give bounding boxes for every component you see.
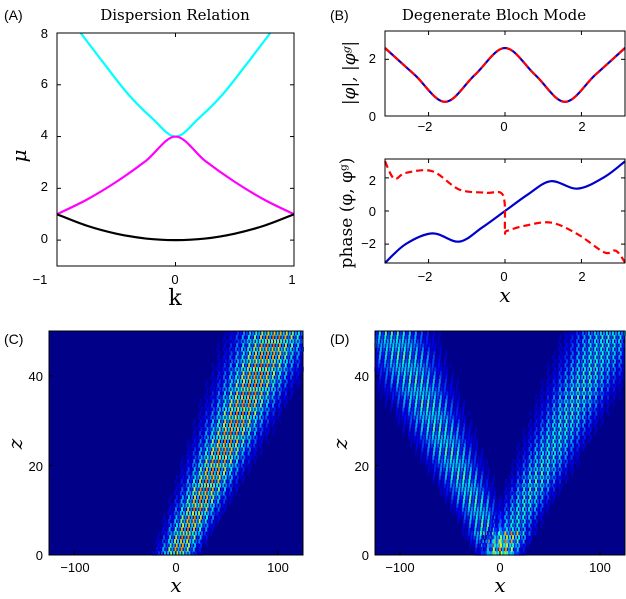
a-ytick-0: 0	[41, 231, 48, 246]
panel-a-label: (A)	[4, 7, 23, 23]
panel-b-top-axes	[384, 30, 626, 117]
d-xtick-1: 0	[496, 560, 503, 575]
b1-ylabel: |φ|, |φᵍ|	[340, 41, 360, 105]
a-xtick-2: 1	[288, 272, 295, 287]
panel-c-label: (C)	[4, 331, 23, 347]
a-series-2-line	[56, 213, 295, 242]
panel-d: (D) 0 20 40 −100 0 100 x z	[328, 330, 626, 597]
d-ytick-0: 0	[362, 548, 369, 563]
d-ytick-1: 20	[355, 459, 369, 474]
a-ylabel: μ	[7, 150, 31, 163]
b1-ytick-0: 0	[369, 109, 376, 124]
d-ylabel: z	[328, 438, 352, 450]
d-xlabel: x	[494, 573, 505, 597]
c-ylabel: z	[3, 438, 27, 450]
b2-ytick-0: −2	[361, 236, 376, 251]
a-ytick-2: 4	[41, 127, 48, 142]
c-xtick-2: 100	[267, 560, 289, 575]
d-xtick-0: −100	[385, 560, 414, 575]
b1-ytick-1: 2	[369, 51, 376, 66]
c-ytick-2: 40	[29, 369, 43, 384]
a-series-0-line	[79, 32, 272, 138]
c-ytick-0: 0	[36, 548, 43, 563]
b2-ytick-1: 0	[369, 204, 376, 219]
a-ytick-4: 8	[41, 26, 48, 41]
c-xtick-1: 0	[172, 560, 179, 575]
d-xtick-2: 100	[589, 560, 611, 575]
b1-series-1-line	[384, 46, 626, 103]
panel-b-bottom-axes	[384, 158, 626, 264]
d-ytick-2: 40	[355, 369, 369, 384]
c-xlabel: x	[170, 573, 181, 597]
a-ytick-3: 6	[41, 76, 48, 91]
b2-ylabel: phase (φ, φᵍ)	[337, 158, 357, 269]
b1-xtick-0: −2	[418, 119, 433, 134]
a-xtick-0: −1	[33, 272, 48, 287]
b2-series-1-line	[384, 160, 626, 264]
panel-a-axes	[56, 32, 295, 267]
a-xtick-1: 0	[171, 272, 178, 287]
b2-xtick-1: 0	[500, 269, 507, 284]
b1-series-0-line	[384, 46, 626, 103]
b2-xlabel: x	[499, 283, 510, 307]
a-xlabel: k	[168, 286, 182, 311]
panel-c: (C) 0 20 40 −100 0 100 x z	[3, 330, 304, 597]
b2-xtick-0: −2	[418, 269, 433, 284]
b2-ytick-2: 2	[369, 173, 376, 188]
panel-c-axes	[48, 330, 304, 556]
panel-a-title: Dispersion Relation	[100, 6, 250, 24]
panel-b-top: (B) Degenerate Bloch Mode 0 2 −2 0 2 |φ|…	[330, 6, 626, 134]
a-series-1-line	[56, 135, 295, 216]
b2-xtick-2: 2	[578, 269, 585, 284]
panel-a: (A) Dispersion Relation −1 0 1 0 2 4 6 8…	[4, 6, 296, 311]
panel-d-label: (D)	[330, 331, 349, 347]
b1-xtick-1: 0	[500, 119, 507, 134]
c-xtick-0: −100	[60, 560, 89, 575]
c-ytick-1: 20	[29, 459, 43, 474]
panel-b-title: Degenerate Bloch Mode	[402, 6, 586, 24]
panel-d-axes	[374, 330, 626, 556]
panel-b-label: (B)	[330, 7, 349, 23]
panel-b-bottom: 2 0 −2 −2 0 2 x phase (φ, φᵍ)	[337, 158, 626, 307]
a-ytick-1: 2	[41, 179, 48, 194]
b1-xtick-2: 2	[578, 119, 585, 134]
